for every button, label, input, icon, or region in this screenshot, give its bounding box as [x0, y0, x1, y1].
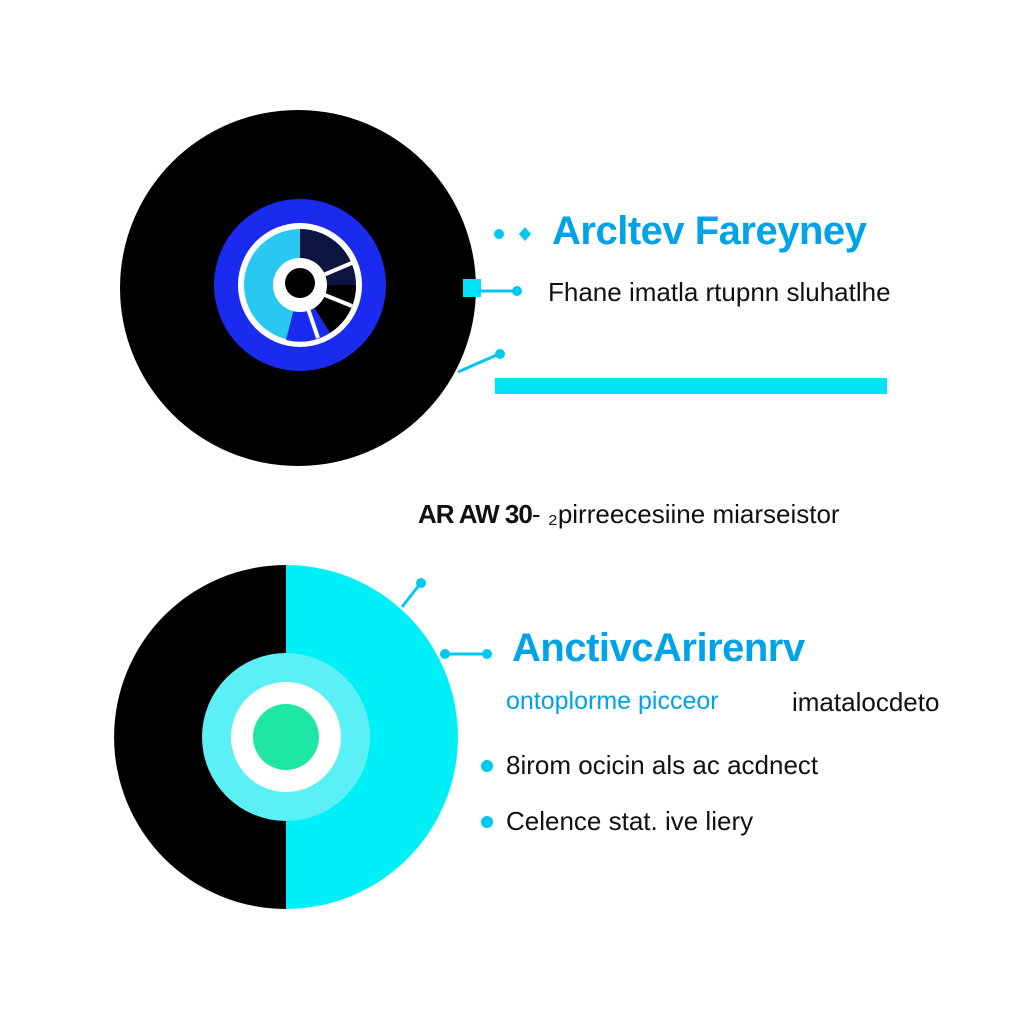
top-subtitle: Fhane imatla rtupnn sluhatlhe [548, 277, 891, 307]
bottom-title: AnctivcArirenrv [512, 626, 805, 670]
connector-dot [416, 578, 426, 588]
middle-label-strong: AR AW 30 [418, 499, 533, 529]
bullet-dot [481, 760, 493, 772]
bullet-item: 8irom ocicin als ac acdnect [506, 750, 819, 780]
middle-label-rest: - ₂pirreecesiine miarseistor [531, 499, 840, 529]
top-connectors [457, 227, 887, 394]
connector-dot [494, 229, 504, 239]
connector-dot [512, 286, 522, 296]
bottom-subtitle-colored: ontoplorme picceor [506, 687, 719, 715]
connector-dot [495, 349, 505, 359]
top-title: Arcltev Fareyney [552, 209, 867, 253]
bottom-connectors [400, 578, 493, 828]
connector-dot [482, 649, 492, 659]
bottom-subtitle-plain: imatalocdeto [792, 687, 940, 717]
bottom-disc-right-half [286, 565, 458, 909]
connector-tab [463, 279, 481, 297]
disc-icon-top [120, 110, 476, 466]
bullet-item: Celence stat. ive liery [506, 806, 754, 836]
top-disc-hole [285, 268, 315, 298]
connector-line [400, 583, 422, 608]
bottom-disc-left-half [114, 565, 286, 909]
middle-label: AR AW 30- ₂pirreecesiine miarseistor [418, 501, 840, 527]
connector-line [457, 352, 500, 374]
bottom-disc-core [253, 704, 319, 770]
top-accent-bar [495, 378, 887, 394]
bullet-dot [481, 816, 493, 828]
disc-icon-bottom [114, 565, 458, 909]
connector-diamond [519, 227, 531, 241]
